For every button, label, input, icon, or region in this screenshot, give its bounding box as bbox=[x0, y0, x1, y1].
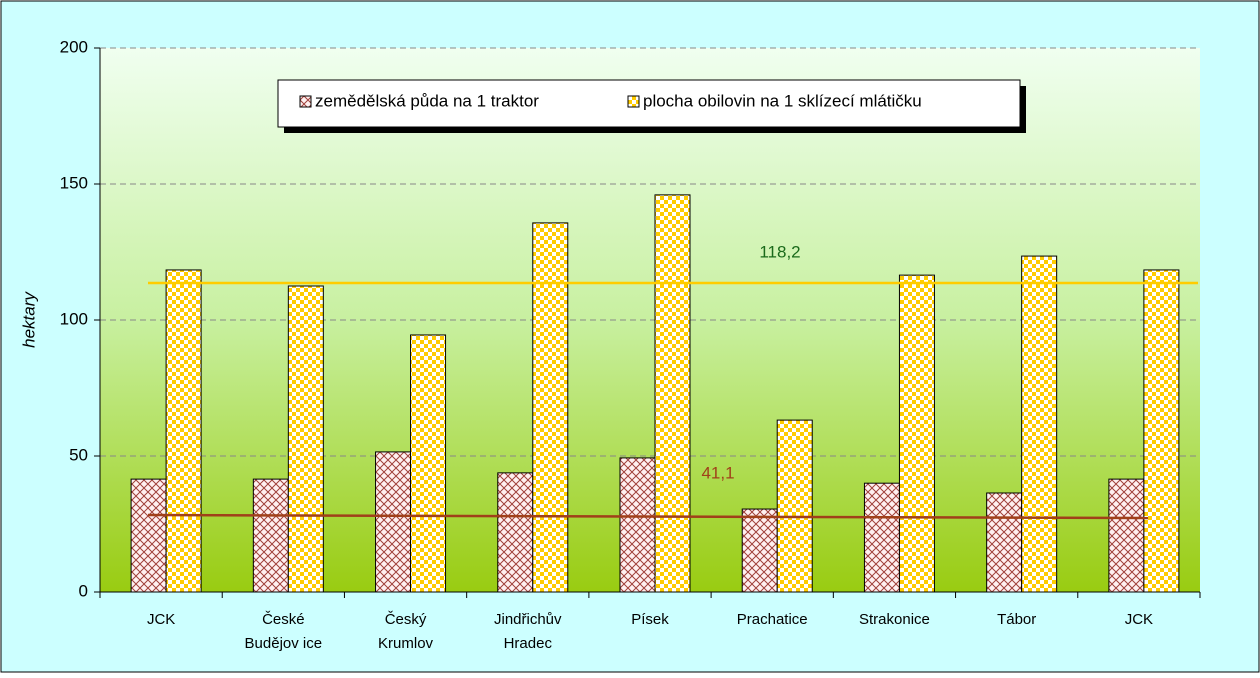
x-tick-label: Hradec bbox=[504, 635, 553, 652]
x-tick-label: České bbox=[262, 611, 305, 628]
bar bbox=[1108, 478, 1145, 593]
legend bbox=[277, 79, 1021, 128]
bar bbox=[1021, 255, 1058, 593]
x-tick-label: Tábor bbox=[997, 611, 1036, 628]
x-tick-label: Strakonice bbox=[859, 611, 930, 628]
x-tick-label: Krumlov bbox=[378, 635, 434, 652]
bar bbox=[252, 478, 289, 593]
bar bbox=[497, 472, 534, 593]
x-tick-label: JCK bbox=[147, 611, 175, 628]
bar bbox=[165, 269, 202, 593]
legend-label: plocha obilovin na 1 sklízecí mlátičku bbox=[643, 91, 922, 110]
x-tick-label: Písek bbox=[631, 611, 669, 628]
y-tick-label: 0 bbox=[79, 581, 88, 600]
bar bbox=[863, 482, 900, 593]
x-tick-label: JCK bbox=[1125, 611, 1153, 628]
annotation: 41,1 bbox=[701, 463, 734, 482]
bar bbox=[1143, 269, 1180, 593]
annotation: 118,2 bbox=[759, 242, 800, 261]
bar bbox=[375, 451, 412, 593]
legend-swatch bbox=[627, 95, 640, 108]
y-tick-label: 200 bbox=[60, 37, 88, 56]
bar bbox=[130, 478, 167, 593]
bar bbox=[654, 194, 691, 593]
x-tick-label: Budějov ice bbox=[245, 635, 323, 652]
x-tick-label: Prachatice bbox=[737, 611, 808, 628]
y-axis-label: hektary bbox=[19, 291, 38, 348]
bar bbox=[898, 274, 935, 593]
trend-line bbox=[147, 513, 1149, 520]
bar bbox=[410, 334, 447, 593]
bar bbox=[287, 285, 324, 593]
bar bbox=[741, 508, 778, 593]
x-tick-label: Jindřichův bbox=[494, 611, 562, 628]
x-tick-label: Český bbox=[385, 611, 427, 628]
legend-swatch bbox=[299, 95, 312, 108]
y-tick-label: 150 bbox=[60, 173, 88, 192]
legend-label: zemědělská půda na 1 traktor bbox=[315, 91, 539, 110]
y-tick-label: 50 bbox=[69, 445, 88, 464]
bar bbox=[776, 419, 813, 593]
bar bbox=[532, 222, 569, 593]
y-tick-label: 100 bbox=[60, 309, 88, 328]
bar bbox=[619, 457, 656, 593]
bar bbox=[986, 492, 1023, 593]
